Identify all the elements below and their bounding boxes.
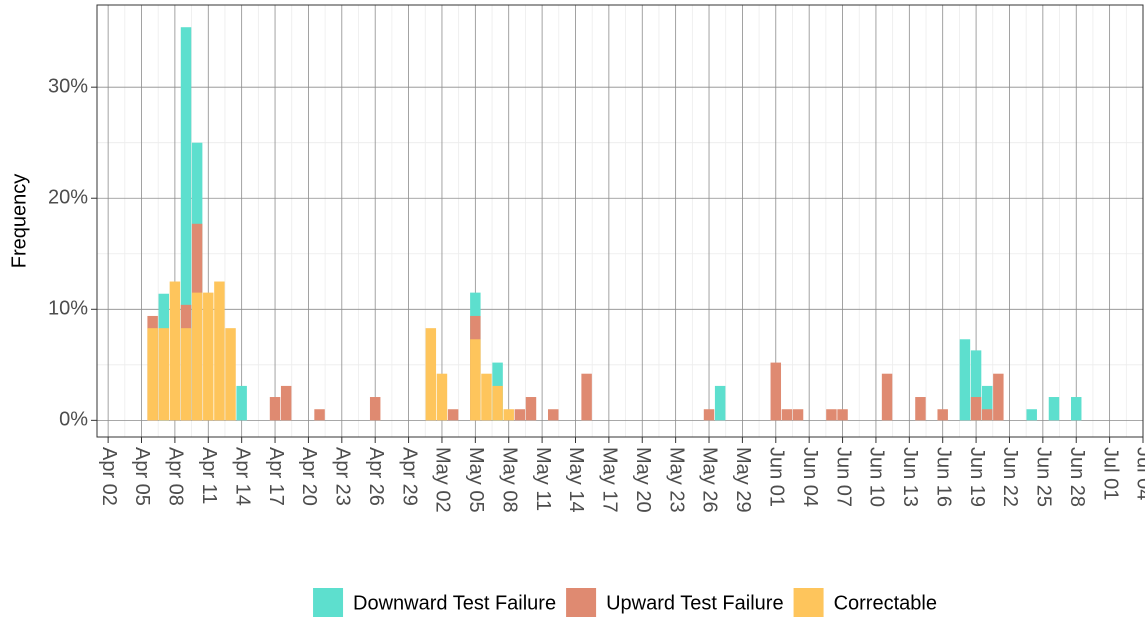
- bar: [169, 281, 181, 421]
- x-tick-label: Apr 02: [98, 447, 120, 506]
- x-tick-label: Jun 04: [799, 447, 821, 507]
- x-tick-label: May 23: [665, 447, 687, 513]
- x-tick-label: May 26: [699, 447, 721, 513]
- y-tick-label: 10%: [48, 298, 88, 320]
- y-tick-label: 20%: [48, 187, 88, 209]
- legend-label: Upward Test Failure: [606, 592, 783, 614]
- bar: [937, 409, 948, 421]
- bar: [981, 385, 993, 421]
- legend-label: Downward Test Failure: [353, 592, 556, 614]
- x-tick-label: May 20: [632, 447, 654, 513]
- bar: [915, 397, 926, 421]
- bar: [714, 385, 726, 421]
- bar: [1048, 397, 1060, 421]
- bar: [447, 409, 459, 421]
- bar: [225, 328, 236, 421]
- bar: [280, 385, 292, 421]
- x-tick-label: Jun 22: [999, 447, 1021, 507]
- bar: [548, 409, 559, 421]
- x-tick-label: Apr 26: [365, 447, 387, 506]
- bar: [470, 339, 481, 421]
- bar: [1071, 397, 1082, 421]
- bar: [514, 409, 526, 421]
- x-tick-label: Jun 28: [1066, 447, 1088, 507]
- x-tick-label: Jun 19: [966, 447, 988, 507]
- x-tick-label: Jun 01: [766, 447, 788, 507]
- grid: [97, 5, 1144, 437]
- x-tick-label: Apr 20: [298, 447, 320, 506]
- x-tick-label: Jun 16: [932, 447, 954, 507]
- bar: [503, 409, 514, 421]
- bar: [770, 362, 782, 421]
- bar: [203, 292, 214, 421]
- x-tick-label: May 17: [599, 447, 621, 513]
- bar: [970, 350, 982, 421]
- x-tick-label: May 05: [465, 447, 487, 513]
- bar: [214, 281, 225, 421]
- x-tick-label: Jun 10: [866, 447, 888, 507]
- bar: [792, 409, 804, 421]
- bar: [158, 328, 169, 421]
- legend-item: Downward Test Failure: [313, 588, 556, 617]
- legend-item: Upward Test Failure: [566, 588, 784, 617]
- x-tick-label: Apr 23: [332, 447, 354, 506]
- x-tick-label: May 14: [565, 447, 587, 513]
- legend-label: Correctable: [834, 592, 937, 614]
- bar: [981, 409, 993, 421]
- legend-swatch: [793, 588, 824, 617]
- x-tick-label: Jul 04: [1133, 447, 1145, 500]
- x-tick-label: Apr 14: [231, 447, 253, 506]
- legend-swatch: [566, 588, 597, 617]
- legend: Downward Test Failure Upward Test Failure…: [313, 588, 937, 617]
- bar: [425, 328, 437, 421]
- bar: [180, 328, 192, 421]
- bar: [314, 409, 325, 421]
- bar: [826, 409, 837, 421]
- panel: [97, 5, 1143, 437]
- y-tick-label: 30%: [48, 75, 88, 97]
- x-tick-label: May 29: [732, 447, 754, 513]
- x-tick-label: Apr 17: [265, 447, 287, 506]
- bar: [837, 409, 848, 421]
- bar: [525, 397, 537, 421]
- x-tick-label: Apr 11: [198, 447, 220, 504]
- x-tick-label: Jun 13: [899, 447, 921, 507]
- x-tick-label: Jun 07: [832, 447, 854, 507]
- bar: [236, 385, 247, 421]
- bar: [492, 385, 503, 421]
- bar: [1026, 409, 1037, 421]
- y-tick-label: 0%: [59, 409, 88, 431]
- bar: [993, 373, 1004, 421]
- bar: [147, 328, 158, 421]
- x-tick-label: May 11: [532, 447, 554, 511]
- bar: [703, 409, 715, 421]
- y-axis-label: Frequency: [8, 174, 30, 269]
- x-tick-label: May 08: [498, 447, 520, 513]
- legend-swatch: [313, 588, 344, 617]
- bar: [781, 409, 793, 421]
- x-tick-label: Apr 29: [398, 447, 420, 506]
- bar: [369, 397, 381, 421]
- x-tick-label: Apr 08: [165, 447, 187, 506]
- bar: [269, 397, 281, 421]
- bar: [959, 339, 971, 421]
- legend-item: Correctable: [793, 588, 937, 617]
- x-tick-label: May 02: [432, 447, 454, 513]
- x-tick-label: Jun 25: [1033, 447, 1055, 507]
- bar: [970, 397, 982, 421]
- bar: [581, 373, 592, 421]
- panel-border: [96, 4, 1144, 438]
- bar: [191, 292, 203, 421]
- x-tick-label: Apr 05: [131, 447, 153, 506]
- bar: [881, 373, 893, 421]
- bar: [481, 373, 492, 421]
- bar: [436, 373, 448, 421]
- x-tick-label: Jul 01: [1099, 447, 1121, 500]
- bar: [180, 27, 192, 421]
